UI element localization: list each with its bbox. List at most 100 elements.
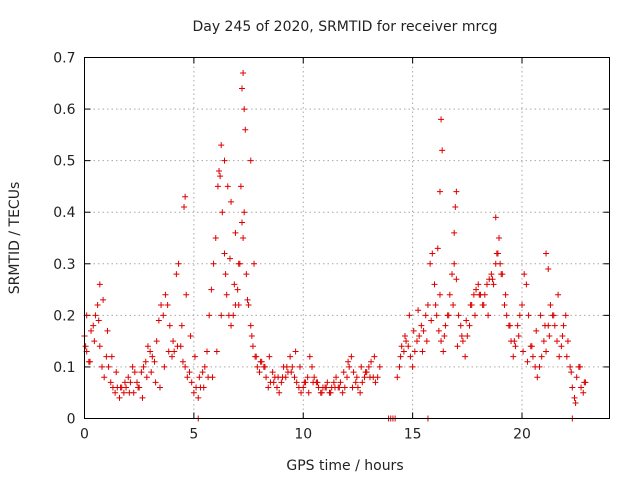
data-point bbox=[253, 353, 260, 360]
y-tick-label: 0.5 bbox=[53, 154, 75, 170]
y-tick-labels: 0 0.1 0.2 0.3 0.4 0.5 0.6 0.7 bbox=[53, 51, 75, 428]
data-point bbox=[407, 353, 414, 360]
data-point bbox=[243, 271, 250, 278]
data-point bbox=[245, 302, 252, 309]
data-point bbox=[540, 338, 547, 345]
data-point bbox=[520, 348, 527, 355]
data-point bbox=[537, 312, 544, 319]
data-point bbox=[398, 343, 405, 350]
data-point bbox=[125, 374, 132, 381]
data-point bbox=[161, 363, 168, 370]
data-point bbox=[336, 384, 343, 391]
data-point bbox=[324, 379, 331, 386]
data-point bbox=[123, 384, 130, 391]
data-point bbox=[580, 389, 587, 396]
data-point bbox=[239, 219, 245, 226]
data-point bbox=[345, 358, 352, 365]
data-point bbox=[240, 235, 247, 241]
data-point bbox=[546, 332, 553, 339]
data-point bbox=[429, 250, 436, 257]
data-point bbox=[94, 302, 101, 309]
data-point bbox=[372, 379, 379, 386]
data-point bbox=[550, 312, 557, 319]
data-point bbox=[314, 379, 321, 386]
data-point bbox=[449, 271, 455, 278]
data-point bbox=[131, 369, 138, 376]
data-point bbox=[441, 332, 448, 339]
plot-frame bbox=[84, 57, 610, 419]
data-point bbox=[165, 348, 172, 355]
data-point bbox=[228, 198, 235, 205]
data-point bbox=[175, 260, 182, 267]
data-point bbox=[578, 384, 585, 391]
data-point bbox=[130, 389, 137, 396]
data-point bbox=[489, 276, 496, 283]
data-point bbox=[158, 302, 165, 309]
data-point bbox=[533, 327, 540, 334]
data-point bbox=[506, 322, 513, 329]
data-point bbox=[529, 353, 536, 360]
data-point bbox=[323, 384, 330, 391]
data-point bbox=[204, 348, 210, 355]
data-point bbox=[156, 384, 163, 391]
data-point bbox=[424, 302, 431, 309]
data-point bbox=[464, 332, 471, 339]
data-point bbox=[572, 400, 579, 407]
data-point bbox=[569, 384, 576, 391]
data-point bbox=[191, 353, 198, 360]
data-point bbox=[358, 363, 365, 370]
data-point bbox=[171, 348, 178, 355]
data-point bbox=[173, 271, 180, 278]
data-point bbox=[481, 291, 488, 298]
data-point bbox=[350, 369, 357, 376]
data-point bbox=[459, 338, 466, 345]
data-point bbox=[96, 281, 103, 288]
data-point bbox=[452, 204, 459, 211]
data-point bbox=[291, 374, 298, 381]
data-point bbox=[503, 312, 510, 319]
data-point bbox=[261, 363, 268, 370]
data-point bbox=[301, 379, 308, 386]
data-point bbox=[348, 353, 355, 360]
data-point bbox=[309, 363, 315, 370]
data-point bbox=[455, 312, 462, 319]
data-point bbox=[434, 245, 441, 252]
data-point bbox=[498, 271, 505, 278]
data-point bbox=[149, 353, 156, 360]
data-point bbox=[179, 358, 186, 365]
data-point bbox=[353, 374, 360, 381]
data-point bbox=[428, 317, 435, 324]
data-point bbox=[242, 126, 249, 133]
data-point bbox=[346, 363, 353, 370]
data-point bbox=[344, 374, 350, 381]
data-point bbox=[237, 183, 244, 190]
grid bbox=[84, 57, 610, 419]
data-point bbox=[213, 348, 220, 355]
data-point bbox=[263, 374, 270, 381]
data-point bbox=[349, 384, 356, 391]
data-point bbox=[181, 204, 188, 211]
data-point bbox=[462, 353, 469, 360]
data-point bbox=[419, 348, 426, 355]
data-point bbox=[134, 379, 140, 386]
data-point bbox=[100, 296, 107, 303]
data-point bbox=[480, 302, 487, 309]
data-point bbox=[416, 332, 423, 339]
data-point bbox=[512, 343, 519, 350]
data-point bbox=[515, 332, 522, 339]
data-point bbox=[222, 271, 229, 278]
data-point bbox=[139, 394, 146, 401]
data-point bbox=[195, 394, 202, 401]
data-point bbox=[304, 374, 311, 381]
data-point bbox=[431, 281, 438, 288]
data-point bbox=[457, 322, 464, 329]
data-point bbox=[352, 379, 359, 386]
data-point bbox=[523, 281, 530, 288]
data-point bbox=[405, 343, 412, 350]
x-tick-label: 5 bbox=[189, 427, 198, 443]
data-point bbox=[82, 343, 89, 350]
data-point bbox=[228, 322, 235, 329]
data-point bbox=[567, 363, 574, 370]
data-point bbox=[174, 343, 181, 350]
data-point bbox=[436, 188, 443, 195]
